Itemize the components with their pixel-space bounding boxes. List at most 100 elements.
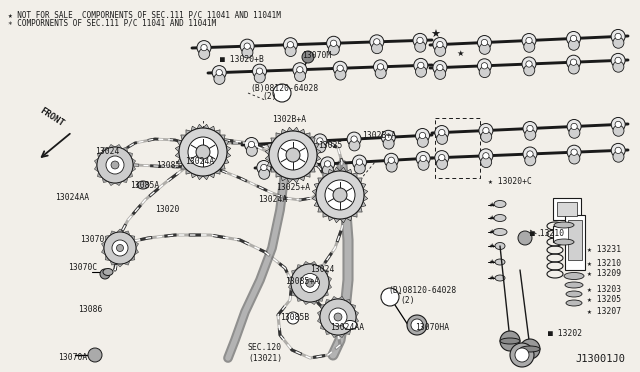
Circle shape xyxy=(569,127,580,138)
Circle shape xyxy=(435,126,449,140)
Polygon shape xyxy=(300,129,305,134)
Polygon shape xyxy=(128,152,132,158)
Text: 13086: 13086 xyxy=(78,305,102,314)
Circle shape xyxy=(244,43,250,49)
Circle shape xyxy=(374,60,387,74)
Circle shape xyxy=(510,343,534,367)
Circle shape xyxy=(289,159,303,173)
Circle shape xyxy=(349,140,360,151)
Text: ★ 13231: ★ 13231 xyxy=(587,246,621,254)
Bar xyxy=(557,202,577,216)
Circle shape xyxy=(111,161,119,169)
Circle shape xyxy=(294,71,305,81)
Polygon shape xyxy=(130,255,135,260)
Circle shape xyxy=(242,47,253,58)
Polygon shape xyxy=(328,216,334,221)
Circle shape xyxy=(384,153,398,167)
Polygon shape xyxy=(186,169,191,174)
Text: (2): (2) xyxy=(262,93,276,102)
Circle shape xyxy=(325,180,355,210)
Circle shape xyxy=(179,128,227,176)
Circle shape xyxy=(260,164,267,171)
Circle shape xyxy=(520,339,540,359)
Text: (2): (2) xyxy=(400,295,415,305)
Circle shape xyxy=(571,124,577,129)
Circle shape xyxy=(435,68,445,79)
Circle shape xyxy=(483,153,489,159)
Circle shape xyxy=(285,45,296,57)
Polygon shape xyxy=(209,173,215,178)
Circle shape xyxy=(287,312,299,324)
Circle shape xyxy=(414,58,428,73)
Circle shape xyxy=(416,151,430,166)
Polygon shape xyxy=(321,304,325,310)
Polygon shape xyxy=(289,283,292,290)
Text: ★ 13207: ★ 13207 xyxy=(587,308,621,317)
Circle shape xyxy=(566,32,580,45)
Circle shape xyxy=(244,138,259,151)
Polygon shape xyxy=(317,317,321,324)
Circle shape xyxy=(568,39,579,50)
Text: ∗ COMPORNENTS OF SEC.111 P/C 11041 AND 11041M: ∗ COMPORNENTS OF SEC.111 P/C 11041 AND 1… xyxy=(8,19,216,28)
Text: ■ 13210: ■ 13210 xyxy=(530,230,564,238)
Polygon shape xyxy=(323,270,328,276)
Polygon shape xyxy=(110,260,116,265)
Text: ■ 13020+B: ■ 13020+B xyxy=(220,55,264,64)
Circle shape xyxy=(570,59,577,65)
Text: ★: ★ xyxy=(489,202,495,208)
Polygon shape xyxy=(276,133,281,138)
Polygon shape xyxy=(95,165,99,172)
Polygon shape xyxy=(130,235,135,241)
Circle shape xyxy=(415,41,426,52)
Polygon shape xyxy=(318,207,323,212)
Polygon shape xyxy=(352,173,357,178)
Ellipse shape xyxy=(554,239,574,245)
Circle shape xyxy=(613,37,624,48)
Polygon shape xyxy=(312,189,317,195)
Polygon shape xyxy=(296,296,303,301)
Circle shape xyxy=(525,129,536,140)
Circle shape xyxy=(571,149,577,155)
Polygon shape xyxy=(331,334,338,338)
Circle shape xyxy=(257,160,271,174)
Polygon shape xyxy=(180,135,186,140)
Polygon shape xyxy=(363,195,368,201)
Text: ★: ★ xyxy=(489,275,495,281)
Polygon shape xyxy=(289,276,292,283)
Circle shape xyxy=(415,66,426,77)
Polygon shape xyxy=(132,158,136,165)
Polygon shape xyxy=(271,138,276,143)
Ellipse shape xyxy=(565,282,583,288)
Circle shape xyxy=(615,33,621,39)
Circle shape xyxy=(433,61,447,75)
Text: ★: ★ xyxy=(430,30,440,40)
Polygon shape xyxy=(265,155,270,161)
Text: J13001J0: J13001J0 xyxy=(575,354,625,364)
Polygon shape xyxy=(224,140,229,146)
Circle shape xyxy=(436,41,443,48)
Polygon shape xyxy=(226,152,231,158)
Text: 13024AA: 13024AA xyxy=(330,324,364,333)
Polygon shape xyxy=(310,138,316,143)
Ellipse shape xyxy=(103,269,113,276)
Polygon shape xyxy=(116,264,124,267)
Polygon shape xyxy=(355,310,358,317)
Polygon shape xyxy=(316,149,321,155)
Polygon shape xyxy=(97,152,102,158)
Polygon shape xyxy=(331,296,338,300)
Ellipse shape xyxy=(494,215,506,221)
Circle shape xyxy=(112,240,128,256)
Circle shape xyxy=(323,165,333,176)
Circle shape xyxy=(611,54,625,67)
Polygon shape xyxy=(281,176,287,181)
Polygon shape xyxy=(325,299,331,304)
Text: ★ NOT FOR SALE  COMPORNENTS OF SEC.111 P/C 11041 AND 11041M: ★ NOT FOR SALE COMPORNENTS OF SEC.111 P/… xyxy=(8,10,281,19)
Circle shape xyxy=(436,158,447,169)
Polygon shape xyxy=(226,146,231,152)
Text: ★ 13209: ★ 13209 xyxy=(587,269,621,279)
Circle shape xyxy=(385,134,392,141)
Circle shape xyxy=(567,119,581,134)
Circle shape xyxy=(435,151,449,164)
Polygon shape xyxy=(328,169,334,174)
Polygon shape xyxy=(267,161,272,167)
